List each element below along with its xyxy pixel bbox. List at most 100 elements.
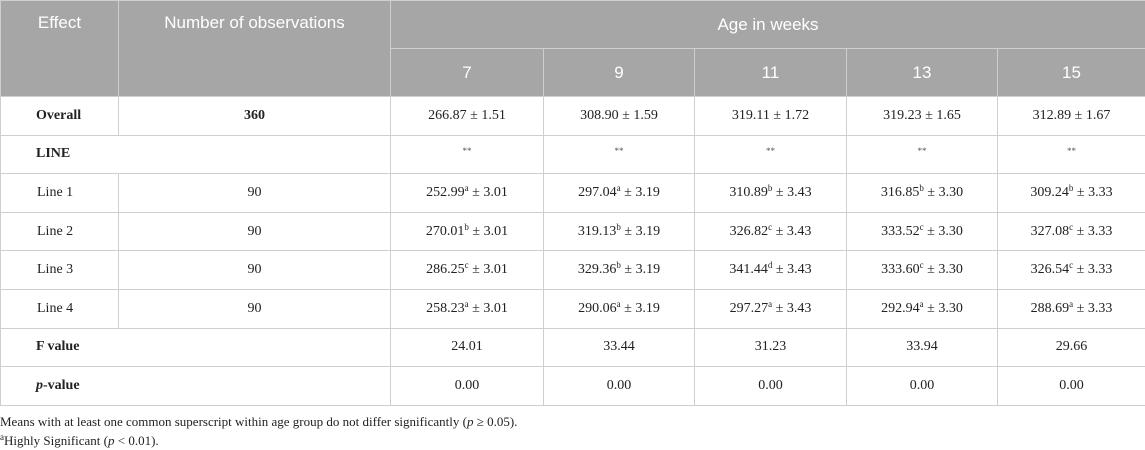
header-cell: 9 — [544, 49, 695, 97]
cell: 24.01 — [391, 328, 544, 367]
text: ± 3.19 — [621, 301, 660, 316]
footnote: aHighly Significant (p < 0.01). — [0, 431, 1145, 450]
cell: 292.94a ± 3.30 — [847, 289, 998, 328]
text: ± 3.43 — [772, 301, 811, 316]
text: LINE — [36, 146, 70, 161]
text: ± 3.01 — [469, 262, 508, 277]
header-cell: 11 — [695, 49, 847, 97]
cell: 33.44 — [544, 328, 695, 367]
text: ± 3.30 — [924, 301, 963, 316]
text: Line 3 — [37, 262, 73, 277]
table-row: LINE********** — [1, 135, 1145, 174]
header-cell: 7 — [391, 49, 544, 97]
text: Highly Significant ( — [4, 433, 108, 448]
cell: 33.94 — [847, 328, 998, 367]
cell: ** — [998, 135, 1145, 174]
cell: 90 — [119, 251, 391, 290]
text: 90 — [248, 224, 262, 239]
text: 292.94 — [881, 301, 920, 316]
text: ± 3.01 — [469, 185, 508, 200]
footnote: Means with at least one common superscri… — [0, 412, 1145, 431]
text: 319.23 ± 1.65 — [883, 108, 961, 123]
cell: 341.44d ± 3.43 — [695, 251, 847, 290]
significance: ** — [615, 146, 624, 156]
text: ± 3.30 — [924, 262, 963, 277]
text: ± 3.43 — [772, 185, 811, 200]
header-cell: 15 — [998, 49, 1145, 97]
italic: p — [36, 378, 43, 393]
cell: 0.00 — [695, 367, 847, 406]
text: 0.00 — [455, 378, 480, 393]
cell: 90 — [119, 289, 391, 328]
text: -value — [43, 378, 80, 393]
text: 310.89 — [729, 185, 768, 200]
row-label: Line 4 — [1, 289, 119, 328]
text: 90 — [248, 185, 262, 200]
text: 0.00 — [758, 378, 783, 393]
text: 333.52 — [881, 224, 920, 239]
header-cell: Effect — [1, 1, 119, 97]
text: 308.90 ± 1.59 — [580, 108, 658, 123]
text: 29.66 — [1056, 339, 1088, 354]
cell: 319.23 ± 1.65 — [847, 97, 998, 136]
text: 327.08 — [1031, 224, 1070, 239]
cell: 310.89b ± 3.43 — [695, 174, 847, 213]
text: 309.24 — [1030, 185, 1069, 200]
text: 333.60 — [881, 262, 920, 277]
header-cell: 13 — [847, 49, 998, 97]
text: ± 3.01 — [469, 224, 508, 239]
text: ± 3.19 — [621, 224, 660, 239]
text: 33.94 — [906, 339, 938, 354]
text: 24.01 — [451, 339, 483, 354]
text: 266.87 ± 1.51 — [428, 108, 506, 123]
table-header: Effect Number of observations Age in wee… — [1, 1, 1145, 97]
cell: 258.23a ± 3.01 — [391, 289, 544, 328]
cell: 0.00 — [847, 367, 998, 406]
table-row: p-value 0.00 0.00 0.00 0.00 0.00 — [1, 367, 1145, 406]
text: 0.00 — [1059, 378, 1084, 393]
cell: 360 — [119, 97, 391, 136]
text: 319.13 — [578, 224, 617, 239]
text: 258.23 — [426, 301, 465, 316]
header-cell: Number of observations — [119, 1, 391, 97]
cell: 326.54c ± 3.33 — [998, 251, 1145, 290]
text: ± 3.33 — [1073, 185, 1112, 200]
text: 319.11 ± 1.72 — [732, 108, 809, 123]
cell: ** — [544, 135, 695, 174]
text: Line 2 — [37, 224, 73, 239]
text: 0.00 — [607, 378, 632, 393]
cell: 297.04a ± 3.19 — [544, 174, 695, 213]
footnotes: Means with at least one common superscri… — [0, 406, 1145, 450]
text: Means with at least one common superscri… — [0, 414, 467, 429]
cell: 252.99a ± 3.01 — [391, 174, 544, 213]
text: 290.06 — [578, 301, 617, 316]
text: 0.00 — [910, 378, 935, 393]
text: ± 3.30 — [924, 224, 963, 239]
row-label: F value — [1, 328, 391, 367]
cell: 333.52c ± 3.30 — [847, 212, 998, 251]
cell: 327.08c ± 3.33 — [998, 212, 1145, 251]
text: Line 1 — [37, 185, 73, 200]
cell: ** — [847, 135, 998, 174]
text: 286.25 — [426, 262, 465, 277]
text: 360 — [244, 108, 265, 123]
text: 297.27 — [730, 301, 769, 316]
text: ± 3.01 — [469, 301, 508, 316]
table-row: Overall 360 266.87 ± 1.51 308.90 ± 1.59 319.… — [1, 97, 1145, 136]
data-table: Effect Number of observations Age in wee… — [0, 0, 1145, 406]
row-label: Overall — [1, 97, 119, 136]
cell: 90 — [119, 212, 391, 251]
text: 270.01 — [426, 224, 465, 239]
text: 326.54 — [1031, 262, 1070, 277]
cell: 290.06a ± 3.19 — [544, 289, 695, 328]
text: 90 — [248, 301, 262, 316]
cell: 286.25c ± 3.01 — [391, 251, 544, 290]
text: Line 4 — [37, 301, 73, 316]
text: ± 3.19 — [621, 185, 660, 200]
cell: 288.69a ± 3.33 — [998, 289, 1145, 328]
text: F value — [36, 339, 79, 354]
